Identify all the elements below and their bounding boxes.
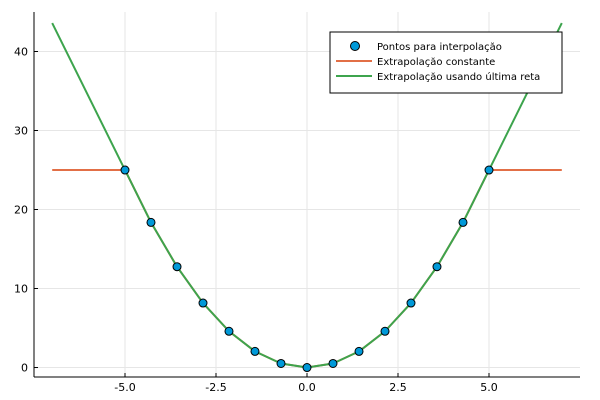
legend-marker (350, 41, 360, 51)
data-point (380, 326, 390, 336)
legend-box (329, 31, 563, 94)
data-point (120, 165, 130, 175)
data-point (328, 358, 338, 368)
legend-label: Extrapolaçăo constante (377, 57, 495, 68)
x-tick-label: -2.5 (205, 381, 226, 394)
x-tick-label: 0.0 (298, 381, 316, 394)
x-tick-label: 5.0 (480, 381, 498, 394)
series-layer (51, 22, 563, 373)
data-point (146, 217, 156, 227)
legend-label: Pontos para interpolaçăo (377, 42, 502, 53)
legend-label: Extrapolaçăo usando última reta (377, 71, 540, 83)
data-point (198, 298, 208, 308)
x-tick-label: 2.5 (389, 381, 407, 394)
y-tick-label: 40 (14, 46, 28, 59)
data-point (224, 326, 234, 336)
data-point (432, 262, 442, 272)
y-tick-label: 0 (21, 362, 28, 375)
legend: Pontos para interpolaçăo Extrapolaçăo con… (329, 31, 563, 94)
tick-labels: -5.0 -2.5 0.0 2.5 5.0 0 10 20 30 40 (14, 46, 498, 394)
data-point (276, 358, 286, 368)
y-tick-label: 30 (14, 125, 28, 138)
axes (33, 12, 580, 378)
data-point (406, 298, 416, 308)
data-point (172, 262, 182, 272)
data-point (458, 217, 468, 227)
data-point (484, 165, 494, 175)
data-point (302, 363, 312, 373)
data-point (354, 346, 364, 356)
x-tick-label: -5.0 (114, 381, 135, 394)
y-tick-label: 10 (14, 283, 28, 296)
y-tick-label: 20 (14, 204, 28, 217)
data-point (250, 346, 260, 356)
